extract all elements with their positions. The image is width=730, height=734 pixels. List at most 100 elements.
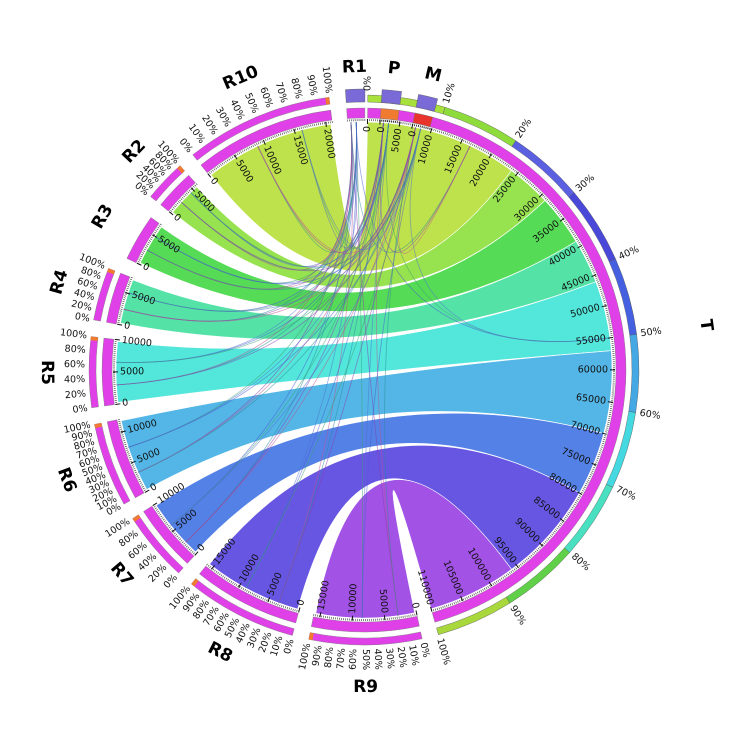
minor-tick <box>179 199 182 202</box>
minor-tick <box>179 538 182 541</box>
major-tick <box>415 610 418 616</box>
minor-tick <box>550 535 552 537</box>
minor-tick <box>170 528 172 530</box>
minor-tick <box>582 488 585 490</box>
tick-label-r9-0: 0 <box>409 601 421 609</box>
minor-tick <box>129 278 133 281</box>
pct-label-r9-10: 100% <box>297 642 313 671</box>
minor-tick <box>529 182 532 185</box>
pct-label-r5-8: 80% <box>64 343 86 355</box>
minor-tick <box>278 133 280 137</box>
minor-tick <box>432 609 435 612</box>
minor-tick <box>512 569 514 572</box>
minor-tick <box>133 468 136 470</box>
thin-link-m-r9 <box>384 127 416 616</box>
minor-tick <box>138 259 141 261</box>
minor-tick <box>536 189 539 191</box>
thin-link-m-r10 <box>301 128 422 250</box>
minor-tick <box>294 609 296 612</box>
minor-tick <box>450 134 452 137</box>
minor-tick <box>554 207 557 210</box>
major-tick <box>293 128 296 134</box>
minor-tick <box>568 511 571 514</box>
minor-tick <box>123 440 126 442</box>
minor-tick <box>188 189 191 192</box>
minor-tick <box>596 459 599 461</box>
minor-tick <box>567 513 570 516</box>
minor-tick <box>264 598 266 601</box>
minor-tick <box>268 137 271 140</box>
pct-marker-r2 <box>177 165 185 174</box>
minor-tick <box>442 606 444 609</box>
minor-tick <box>586 481 589 483</box>
minor-tick <box>509 166 511 169</box>
minor-tick <box>541 543 544 546</box>
minor-tick <box>148 240 151 242</box>
minor-tick <box>476 591 479 594</box>
minor-tick <box>576 498 579 501</box>
minor-tick <box>551 204 554 207</box>
minor-tick <box>216 166 219 169</box>
minor-tick <box>192 185 195 188</box>
major-tick <box>429 128 433 134</box>
minor-tick <box>575 500 578 502</box>
pct-marker-r8 <box>191 578 199 587</box>
minor-tick <box>428 127 431 130</box>
minor-tick <box>515 170 518 173</box>
minor-tick <box>218 573 221 576</box>
minor-tick <box>240 151 242 154</box>
minor-tick <box>150 236 153 239</box>
minor-tick <box>571 231 574 234</box>
minor-tick <box>591 268 594 270</box>
minor-tick <box>533 552 536 554</box>
tick-label-r8-0: 0 <box>295 598 307 607</box>
minor-tick <box>590 264 593 267</box>
segment-arc-m <box>412 112 433 128</box>
minor-tick <box>172 531 175 533</box>
minor-tick <box>235 584 238 587</box>
minor-tick <box>125 291 128 293</box>
major-tick <box>488 153 492 159</box>
minor-tick <box>527 557 530 560</box>
segment-arc-r3 <box>126 217 160 263</box>
minor-tick <box>557 526 560 528</box>
tick-label-t-5000: 5000 <box>390 128 404 154</box>
minor-tick <box>121 434 124 436</box>
minor-tick <box>158 225 161 227</box>
minor-tick <box>489 584 491 588</box>
minor-tick <box>570 508 573 511</box>
minor-tick <box>124 445 127 447</box>
pct-label-r5-6: 60% <box>64 359 85 370</box>
minor-tick <box>286 606 288 610</box>
minor-tick <box>484 150 486 153</box>
minor-tick <box>507 573 510 576</box>
minor-tick <box>435 129 437 132</box>
major-tick <box>238 582 242 588</box>
minor-tick <box>603 437 606 439</box>
thin-link-m-r2 <box>190 128 422 269</box>
major-tick <box>325 121 327 127</box>
minor-tick <box>282 605 285 608</box>
minor-tick <box>583 486 586 489</box>
minor-tick <box>131 464 134 466</box>
minor-tick <box>448 604 450 607</box>
major-tick <box>411 123 414 129</box>
minor-tick <box>604 435 607 437</box>
tick-label-r9-10000: 10000 <box>347 583 359 614</box>
thin-link-m-r7 <box>185 127 416 543</box>
minor-tick <box>526 179 529 182</box>
segment-arc-t <box>367 107 627 623</box>
major-tick <box>120 430 126 433</box>
pct-label-r9-7: 70% <box>335 648 348 670</box>
minor-tick <box>251 592 254 595</box>
pct-label-r9-0: 0% <box>418 642 432 659</box>
segment-name-r8: R8 <box>204 638 235 667</box>
minor-tick <box>279 604 281 607</box>
minor-tick <box>532 184 535 187</box>
minor-tick <box>239 586 241 589</box>
minor-tick <box>159 223 162 226</box>
minor-tick <box>572 233 575 236</box>
major-tick <box>538 193 544 198</box>
minor-tick <box>548 536 551 539</box>
minor-tick <box>452 135 454 138</box>
